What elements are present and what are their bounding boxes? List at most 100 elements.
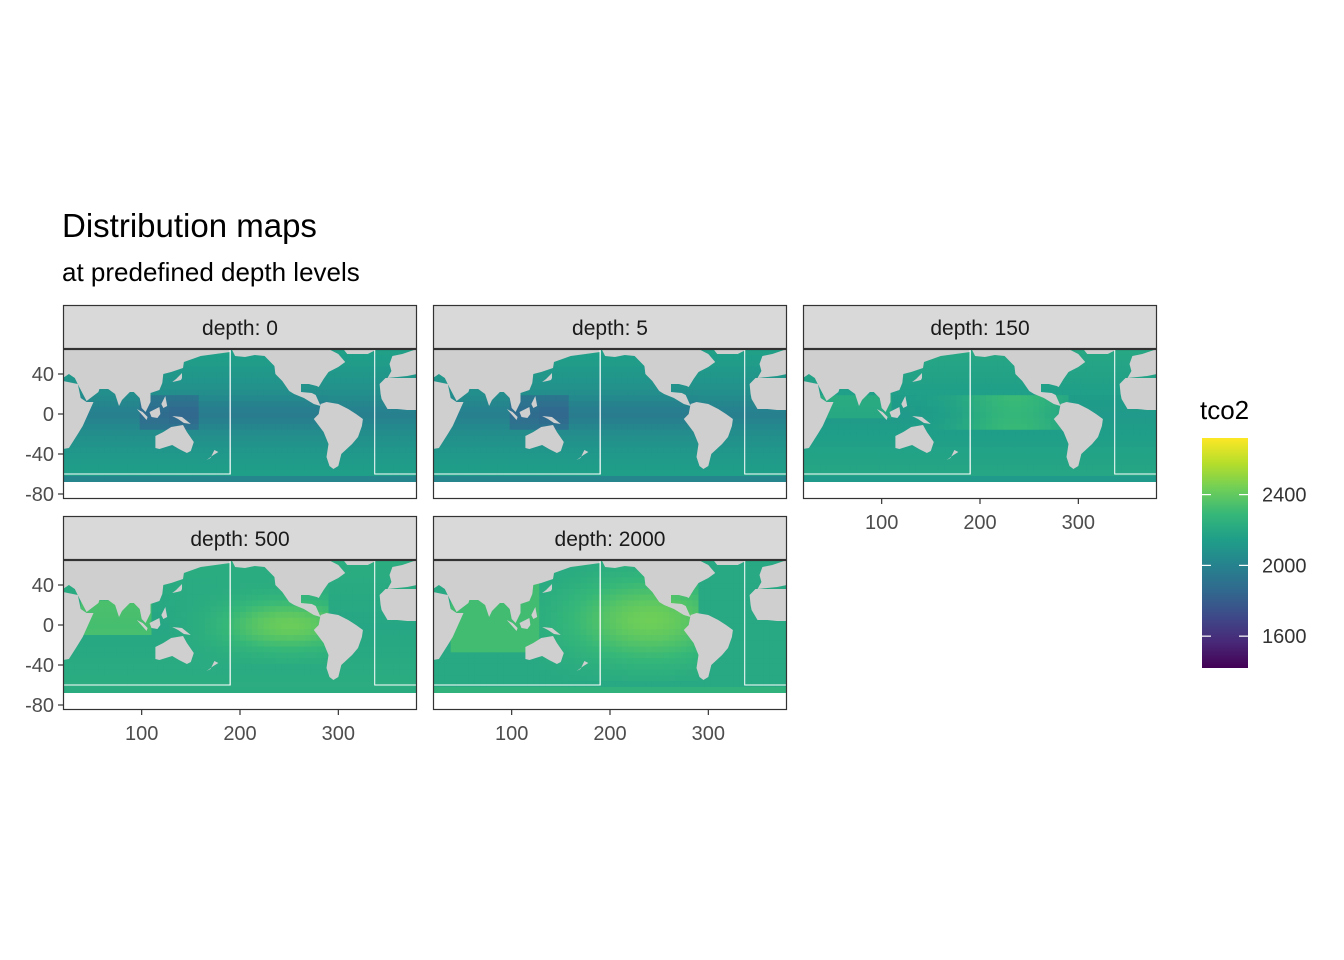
field-cell [569,401,576,407]
field-cell [1092,401,1099,407]
field-cell [193,384,200,390]
field-cell [199,384,206,390]
field-cell [838,459,845,465]
field-cell [909,459,916,465]
field-cell [933,366,940,372]
field-cell [293,418,300,424]
field-cell [581,389,588,395]
field-cell [622,384,629,390]
field-cell [734,401,741,407]
field-cell [1133,441,1140,447]
field-cell [862,453,869,459]
field-cell [504,436,511,442]
field-cell [1098,384,1105,390]
field-cell [880,430,887,436]
field-cell [903,412,910,418]
field-cell [104,635,111,641]
field-cell [1139,418,1146,424]
field-cell [1033,407,1040,413]
field-cell [645,441,652,447]
field-cell [980,389,987,395]
field-cell [752,470,759,476]
field-cell [1128,459,1135,465]
field-cell [1004,401,1011,407]
field-cell [293,441,300,447]
field-cell [921,459,928,465]
field-cell [699,384,706,390]
field-cell [169,401,176,407]
field-cell [522,418,529,424]
field-cell [486,424,493,430]
field-cell [746,453,753,459]
field-cell [1080,384,1087,390]
field-cell [746,412,753,418]
field-cell [399,424,406,430]
field-cell [492,418,499,424]
field-cell [622,441,629,447]
field-cell [81,681,88,687]
field-cell [1098,361,1105,367]
field-cell [850,424,857,430]
field-cell [364,395,371,401]
field-cell [299,430,306,436]
field-cell [334,395,341,401]
field-cell [758,412,765,418]
field-cell [892,418,899,424]
field-cell [1004,453,1011,459]
field-cell [216,424,223,430]
field-cell [1027,407,1034,413]
facet-panels: depth: 0400-40-80depth: 5 depth: 150100 20… [25,306,1177,746]
field-cell [216,459,223,465]
field-cell [1122,430,1129,436]
field-cell [457,430,464,436]
field-cell [317,430,324,436]
field-cell [169,395,176,401]
field-cell [157,418,164,424]
field-cell [1051,424,1058,430]
field-cell [175,470,182,476]
field-cell [93,623,100,629]
field-cell [205,361,212,367]
field-cell [968,418,975,424]
field-cell [927,384,934,390]
field-cell [575,407,582,413]
field-cell [246,436,253,442]
field-cell [1139,453,1146,459]
field-cell [968,355,975,361]
field-cell [480,407,487,413]
field-cell [104,623,111,629]
field-cell [140,430,147,436]
field-cell [134,418,141,424]
field-cell [592,366,599,372]
field-cell [211,401,218,407]
field-cell [1039,447,1046,453]
field-cell [246,470,253,476]
field-cell [962,372,969,378]
field-cell [252,470,258,476]
field-cell [1122,447,1129,453]
field-cell [1010,447,1017,453]
field-cell [951,441,958,447]
field-cell [539,401,546,407]
field-cell [838,470,845,476]
field-cell [838,395,845,401]
field-cell [651,395,658,401]
field-cell [728,459,735,465]
field-cell [281,453,288,459]
field-cell [1104,407,1111,413]
field-cell [1128,453,1135,459]
field-cell [740,418,747,424]
field-cell [663,459,670,465]
field-cell [234,470,241,476]
field-cell [340,372,347,378]
field-cell [569,470,576,476]
field-cell [492,430,499,436]
field-cell [856,453,863,459]
field-cell [376,441,383,447]
field-cell [734,447,741,453]
field-cell [734,470,741,476]
field-cell [211,407,218,413]
field-cell [1069,470,1076,476]
field-cell [93,401,100,407]
field-cell [699,470,706,476]
